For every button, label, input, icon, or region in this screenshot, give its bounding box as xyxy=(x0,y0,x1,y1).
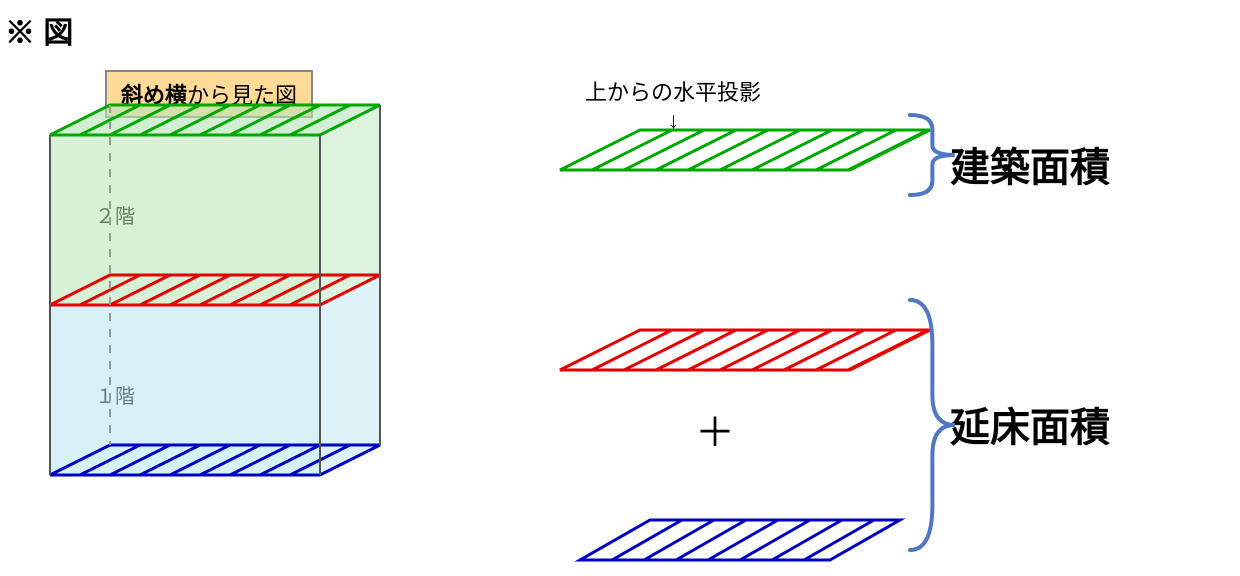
diagram-svg xyxy=(0,0,1240,576)
